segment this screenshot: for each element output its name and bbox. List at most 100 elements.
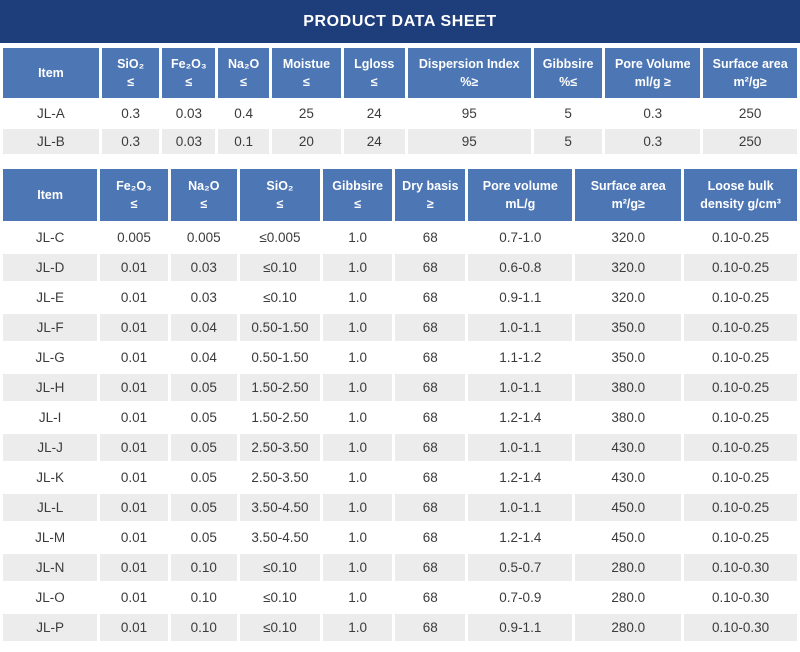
value-cell: 0.05 <box>170 494 237 521</box>
value-cell: 380.0 <box>575 374 682 401</box>
value-cell: 0.50-1.50 <box>239 314 320 341</box>
spec-table-secondary: Item Fe₂O₃ ≤ Na₂O ≤ SiO₂ ≤ Gibbsire ≤ Dry bas… <box>0 166 800 644</box>
value-cell: 68 <box>395 554 466 581</box>
value-cell: 0.10-0.25 <box>684 284 797 311</box>
value-cell: 0.10-0.25 <box>684 314 797 341</box>
table-row: JL-K 0.01 0.05 2.50-3.50 1.0 68 1.2-1.4 430.0 0.… <box>3 464 797 491</box>
value-cell: 1.0 <box>322 614 393 641</box>
table-row: JL-C 0.005 0.005 ≤0.005 1.0 68 0.7-1.0 320.0 0.1… <box>3 224 797 251</box>
value-cell: 0.10-0.25 <box>684 404 797 431</box>
value-cell: 0.01 <box>100 584 168 611</box>
value-cell: 0.01 <box>100 254 168 281</box>
value-cell: 2.50-3.50 <box>239 434 320 461</box>
value-cell: 1.2-1.4 <box>468 524 573 551</box>
table-row: JL-E 0.01 0.03 ≤0.10 1.0 68 0.9-1.1 320.0 0.10-0… <box>3 284 797 311</box>
value-cell: 0.05 <box>170 404 237 431</box>
value-cell: 68 <box>395 314 466 341</box>
row-item-cell: JL-N <box>3 554 98 581</box>
value-cell: ≤0.005 <box>239 224 320 251</box>
spec-table-secondary-body: JL-C 0.005 0.005 ≤0.005 1.0 68 0.7-1.0 320.0 0.1… <box>3 224 797 641</box>
value-cell: 1.0-1.1 <box>468 434 573 461</box>
value-cell: 0.10-0.30 <box>684 614 797 641</box>
row-item-cell: JL-F <box>3 314 98 341</box>
value-cell: 0.10-0.25 <box>684 464 797 491</box>
value-cell: 68 <box>395 584 466 611</box>
value-cell: 1.0 <box>322 404 393 431</box>
value-cell: 430.0 <box>575 434 682 461</box>
value-cell: 2.50-3.50 <box>239 464 320 491</box>
column-header: Moistue ≤ <box>271 48 341 98</box>
value-cell: ≤0.10 <box>239 254 320 281</box>
value-cell: 280.0 <box>575 614 682 641</box>
value-cell: 0.05 <box>170 464 237 491</box>
value-cell: 68 <box>395 434 466 461</box>
value-cell: 0.3 <box>101 101 160 126</box>
value-cell: 1.50-2.50 <box>239 404 320 431</box>
value-cell: 68 <box>395 404 466 431</box>
value-cell: 1.2-1.4 <box>468 464 573 491</box>
table-row: JL-I 0.01 0.05 1.50-2.50 1.0 68 1.2-1.4 380.0 0.… <box>3 404 797 431</box>
value-cell: 320.0 <box>575 284 682 311</box>
value-cell: 250 <box>703 101 797 126</box>
column-header: Pore Volume ml/g ≥ <box>605 48 701 98</box>
table-row: JL-P 0.01 0.10 ≤0.10 1.0 68 0.9-1.1 280.0 0.10-0… <box>3 614 797 641</box>
column-header: Lgloss ≤ <box>343 48 405 98</box>
value-cell: 280.0 <box>575 584 682 611</box>
row-item-cell: JL-C <box>3 224 98 251</box>
value-cell: 3.50-4.50 <box>239 494 320 521</box>
value-cell: 0.05 <box>170 524 237 551</box>
value-cell: 0.10-0.25 <box>684 374 797 401</box>
value-cell: 0.03 <box>170 254 237 281</box>
value-cell: 0.005 <box>100 224 168 251</box>
value-cell: 0.05 <box>170 374 237 401</box>
value-cell: 450.0 <box>575 524 682 551</box>
value-cell: 0.10 <box>170 554 237 581</box>
value-cell: ≤0.10 <box>239 584 320 611</box>
value-cell: 0.10-0.25 <box>684 494 797 521</box>
row-item-cell: JL-B <box>3 129 99 154</box>
value-cell: 0.10-0.25 <box>684 344 797 371</box>
column-header: Surface area m²/g≥ <box>575 169 682 221</box>
value-cell: 25 <box>271 101 341 126</box>
value-cell: 0.05 <box>170 434 237 461</box>
value-cell: ≤0.10 <box>239 284 320 311</box>
value-cell: 380.0 <box>575 404 682 431</box>
value-cell: 280.0 <box>575 554 682 581</box>
spec-table-primary-head: Item SiO₂ ≤ Fe₂O₃ ≤ Na₂O ≤ Moistue ≤ Lgloss ≤… <box>3 48 797 98</box>
value-cell: 450.0 <box>575 494 682 521</box>
table-row: JL-N 0.01 0.10 ≤0.10 1.0 68 0.5-0.7 280.0 0.10-0… <box>3 554 797 581</box>
value-cell: ≤0.10 <box>239 554 320 581</box>
value-cell: 0.03 <box>170 284 237 311</box>
row-item-cell: JL-I <box>3 404 98 431</box>
value-cell: 1.0 <box>322 254 393 281</box>
value-cell: 0.01 <box>100 464 168 491</box>
row-item-cell: JL-O <box>3 584 98 611</box>
column-header: Fe₂O₃ ≤ <box>100 169 168 221</box>
value-cell: 68 <box>395 524 466 551</box>
value-cell: 1.0 <box>322 524 393 551</box>
table-row: JL-F 0.01 0.04 0.50-1.50 1.0 68 1.0-1.1 350.0 0.… <box>3 314 797 341</box>
value-cell: 430.0 <box>575 464 682 491</box>
value-cell: 1.0 <box>322 584 393 611</box>
spec-table-primary: Item SiO₂ ≤ Fe₂O₃ ≤ Na₂O ≤ Moistue ≤ Lgloss ≤… <box>0 45 800 157</box>
value-cell: 0.10 <box>170 614 237 641</box>
table-row: JL-O 0.01 0.10 ≤0.10 1.0 68 0.7-0.9 280.0 0.10-0… <box>3 584 797 611</box>
value-cell: 24 <box>343 129 405 154</box>
value-cell: 24 <box>343 101 405 126</box>
row-item-cell: JL-A <box>3 101 99 126</box>
row-item-cell: JL-H <box>3 374 98 401</box>
value-cell: 0.7-1.0 <box>468 224 573 251</box>
column-header: Na₂O ≤ <box>170 169 237 221</box>
column-header: Item <box>3 169 98 221</box>
value-cell: 0.9-1.1 <box>468 614 573 641</box>
value-cell: 0.3 <box>605 101 701 126</box>
value-cell: 68 <box>395 224 466 251</box>
value-cell: 1.0 <box>322 314 393 341</box>
value-cell: 0.005 <box>170 224 237 251</box>
value-cell: 1.0 <box>322 374 393 401</box>
table-row: JL-G 0.01 0.04 0.50-1.50 1.0 68 1.1-1.2 350.0 0.… <box>3 344 797 371</box>
table-row: JL-M 0.01 0.05 3.50-4.50 1.0 68 1.2-1.4 450.0 0.… <box>3 524 797 551</box>
table-header-row: Item SiO₂ ≤ Fe₂O₃ ≤ Na₂O ≤ Moistue ≤ Lgloss ≤… <box>3 48 797 98</box>
value-cell: 350.0 <box>575 314 682 341</box>
value-cell: 0.9-1.1 <box>468 284 573 311</box>
